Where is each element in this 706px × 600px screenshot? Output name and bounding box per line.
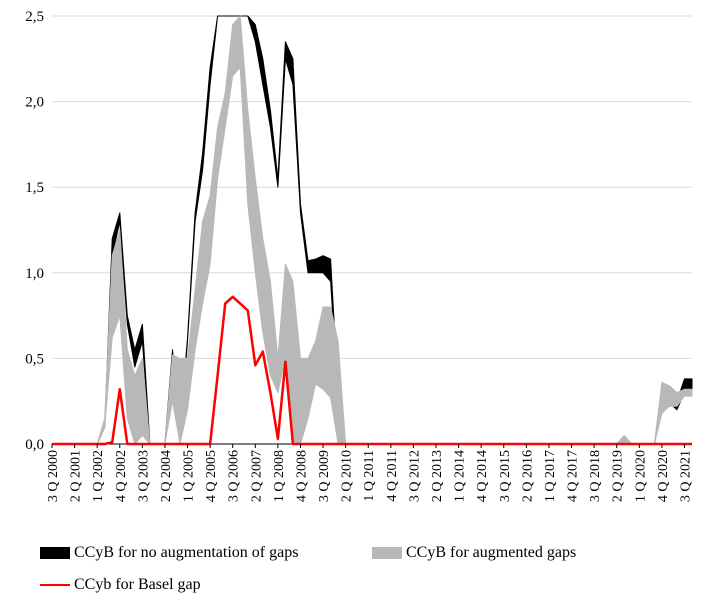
- x-tick-label: 4 Q 2011: [385, 450, 400, 502]
- area-series-no-augmentation: [89, 15, 693, 445]
- legend-swatch-black: [40, 547, 70, 559]
- x-tick-label: 3 Q 2021: [678, 450, 693, 502]
- y-tick-label: 0,0: [25, 437, 44, 453]
- x-tick-label: 3 Q 2015: [498, 450, 513, 502]
- x-tick-label: 2 Q 2004: [159, 450, 174, 502]
- x-tick-label: 1 Q 2017: [543, 450, 558, 502]
- x-tick-label: 4 Q 2017: [566, 450, 581, 502]
- x-tick-label: 1 Q 2011: [362, 450, 377, 502]
- x-tick-label: 1 Q 2002: [91, 450, 106, 502]
- x-tick-label: 2 Q 2007: [249, 450, 264, 502]
- x-tick-label: 2 Q 2019: [611, 450, 626, 502]
- x-tick-label: 3 Q 2000: [46, 450, 61, 502]
- x-tick-label: 3 Q 2018: [588, 450, 603, 502]
- area-series-augmented: [89, 15, 693, 445]
- x-tick-label: 1 Q 2008: [272, 450, 287, 502]
- legend-item-no-augmentation: CCyB for no augmentation of gaps: [40, 544, 298, 562]
- x-tick-label: 1 Q 2014: [453, 450, 468, 502]
- x-tick-label: 3 Q 2006: [227, 450, 242, 502]
- legend: CCyB for no augmentation of gaps CCyB fo…: [0, 540, 706, 600]
- y-tick-label: 1,5: [25, 180, 44, 196]
- x-tick-label: 3 Q 2003: [136, 450, 151, 502]
- legend-item-basel: CCyb for Basel gap: [40, 576, 201, 594]
- legend-swatch-red: [40, 584, 70, 586]
- line-series-basel: [52, 295, 692, 446]
- x-tick-label: 1 Q 2020: [633, 450, 648, 502]
- x-tick-label: 3 Q 2009: [317, 450, 332, 502]
- x-tick-label: 4 Q 2002: [114, 450, 129, 502]
- x-tick-label: 2 Q 2016: [520, 450, 535, 502]
- chart-svg: 0,0 0,5 1,0 1,5 2,0 2,5 3 Q 2000 2 Q 2001 1 Q 20…: [25, 9, 693, 502]
- x-tick-label: 2 Q 2010: [340, 450, 355, 502]
- x-tick-label: 3 Q 2012: [407, 450, 422, 502]
- x-tick-label: 4 Q 2005: [204, 450, 219, 502]
- y-tick-label: 2,0: [25, 95, 44, 111]
- x-tick-label: 2 Q 2001: [69, 450, 84, 502]
- x-tick-label: 4 Q 2008: [294, 450, 309, 502]
- legend-label: CCyb for Basel gap: [74, 576, 201, 593]
- y-tick-label: 1,0: [25, 266, 44, 282]
- x-tick-label: 4 Q 2014: [475, 450, 490, 502]
- y-tick-label: 0,5: [25, 351, 44, 367]
- x-tick-label: 2 Q 2013: [430, 450, 445, 502]
- legend-label: CCyB for no augmentation of gaps: [74, 544, 299, 561]
- legend-label: CCyB for augmented gaps: [406, 544, 577, 561]
- legend-item-augmented: CCyB for augmented gaps: [372, 544, 576, 562]
- y-tick-label: 2,5: [25, 9, 44, 25]
- x-tick-label: 1 Q 2005: [182, 450, 197, 502]
- x-tick-label: 4 Q 2020: [656, 450, 671, 502]
- legend-swatch-gray: [372, 547, 402, 559]
